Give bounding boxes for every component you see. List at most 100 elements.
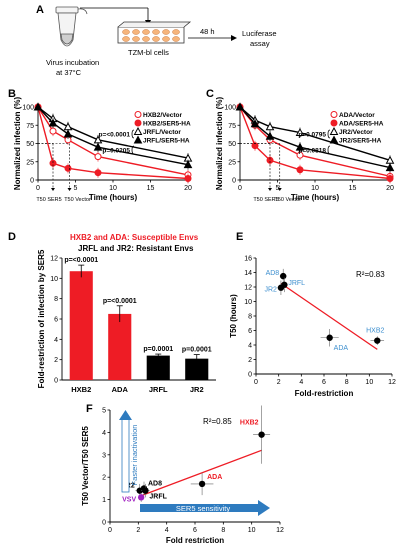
panel-b-y-tick-label: 25 <box>26 159 34 166</box>
panel-b-point <box>93 142 103 151</box>
panel-c-legend-point <box>329 135 339 144</box>
panel-e-y-tick-label: 12 <box>244 285 252 292</box>
panel-c-y-axis-label: Normalized infection (%) <box>215 96 224 190</box>
panel-b-t50-ser5-label: T50 SER5 <box>36 197 61 203</box>
panel-c-x-tick-label: 20 <box>386 185 394 192</box>
panel-c-point <box>265 131 275 140</box>
panel-c-t50-arrow <box>277 188 282 191</box>
panel-a-cells-label: TZM-bl cells <box>128 48 169 57</box>
panel-c-x-tick-label: 0 <box>238 185 242 192</box>
panel-c-legend-label: JR2/Vector <box>339 129 373 136</box>
panel-e-y-tick-label: 6 <box>248 328 252 335</box>
panel-f-vertical-arrow-head <box>119 410 132 420</box>
panel-c-pvalue-bracket <box>327 129 331 139</box>
panel-f-y-tick-label: 5 <box>102 408 106 415</box>
panel-b-y-tick-label: 75 <box>26 123 34 130</box>
panel-b-legend-point <box>134 119 142 127</box>
panel-c-x-tick-label: 15 <box>349 185 357 192</box>
panel-f-horizontal-arrow-head <box>258 500 270 516</box>
panel-b-point <box>33 102 43 111</box>
panel-c-t50-ser5-label: T50 SER5 <box>253 197 278 203</box>
panel-b-y-tick-label: 50 <box>26 141 34 148</box>
panel-e-y-tick-label: 2 <box>248 357 252 364</box>
panel-c-legend-label: ADA/Vector <box>339 112 375 119</box>
panel-b-legend-label: HXB2/Vector <box>143 112 182 119</box>
panel-d-y-tick-label: 4 <box>54 337 58 344</box>
panel-d-pvalue-label: p=0.0001 <box>143 346 173 353</box>
panel-e-point-label: HXB2 <box>366 328 384 335</box>
panel-f-point <box>136 487 143 494</box>
panel-c-t50-arrow <box>268 188 272 191</box>
panel-e-x-tick-label: 2 <box>277 379 281 386</box>
panel-f-horizontal-arrow-body <box>140 504 260 512</box>
panel-f-y-tick-label: 2 <box>102 475 106 482</box>
panel-e-y-tick-label: 8 <box>248 314 252 321</box>
panel-f-y-axis-label: T50 Vector/T50 SER5 <box>81 426 90 506</box>
panel-c-y-tick-label: 100 <box>224 105 236 112</box>
panel-e-y-tick-label: 14 <box>244 270 252 277</box>
panel-c-chart: 0 5 10 15 20 0 25 50 75 100 Time (hours) Normalized… <box>215 96 395 203</box>
panel-f-vertical-arrow-body <box>121 417 130 493</box>
panel-f-point-label: JRFL <box>149 494 167 501</box>
panel-d-pvalue-label: p=0.0001 <box>182 347 212 354</box>
panel-c-point <box>295 142 305 151</box>
panel-c-x-axis-label: Time (hours) <box>291 193 340 202</box>
panel-f-point <box>137 494 145 501</box>
panel-e-x-tick-label: 8 <box>345 379 349 386</box>
panel-f-x-tick-label: 10 <box>248 527 256 534</box>
panel-c-y-tick-label: 0 <box>232 178 236 185</box>
panel-letter-e: E <box>236 231 243 243</box>
panel-f-point-label: AD8 <box>148 480 162 487</box>
panel-f-x-tick-label: 4 <box>165 527 169 534</box>
panel-b-pvalue: p=<0.0001 <box>99 132 131 139</box>
panel-a-caption-2: at 37°C <box>56 68 82 77</box>
panel-f-point <box>142 487 149 494</box>
panel-b-x-tick-label: 10 <box>109 185 117 192</box>
panel-d-bar <box>185 358 209 380</box>
panel-b-t50-arrow <box>67 188 72 191</box>
panel-f-point-label: HXB2 <box>240 420 259 427</box>
panel-b-pvalue: p=0.0205 <box>102 148 130 155</box>
panel-d-pvalue-label: p=<0.0001 <box>103 298 137 305</box>
panel-c-pvalue: p=0.0795 <box>298 132 326 139</box>
panel-c-pvalue: p=0.0818 <box>298 148 326 155</box>
tube-icon <box>55 6 88 47</box>
panel-c-point <box>235 102 245 111</box>
panel-d-category-label: JR2 <box>190 385 204 394</box>
panel-d-bar <box>108 313 132 380</box>
panel-f-x-axis-label: Fold restriction <box>166 536 224 545</box>
panel-a: A Virus incubation at 37°C TZM-bl <box>36 4 277 77</box>
panel-c-y-tick-label: 50 <box>228 141 236 148</box>
panel-d-title-2: JRFL and JR2: Resistant Envs <box>78 244 194 253</box>
panel-b-point <box>94 153 102 161</box>
panel-e-x-tick-label: 6 <box>322 379 326 386</box>
panel-f-y-tick-label: 1 <box>102 497 106 504</box>
panel-e-x-tick-label: 10 <box>365 379 373 386</box>
panel-e-point-label: JR2 <box>264 287 277 294</box>
panel-a-caption-1: Virus incubation <box>46 58 99 67</box>
panel-c-legend-label: JR2/SER5-HA <box>339 138 382 145</box>
panel-f-x-tick-label: 8 <box>221 527 225 534</box>
panel-c-point <box>266 156 274 164</box>
panel-b-point <box>94 169 102 177</box>
panel-e-r2-label: R²=0.83 <box>356 270 385 279</box>
panel-letter-b: B <box>8 88 16 100</box>
panel-c-legend-label: ADA/SER5-HA <box>339 121 384 128</box>
panel-a-letter: A <box>36 4 44 16</box>
panel-letter-f: F <box>86 403 93 415</box>
panel-f-point-label: VSV <box>122 496 136 503</box>
panel-f-fit-line <box>139 449 262 497</box>
panel-c-point <box>386 175 394 183</box>
panel-e-y-tick-label: 0 <box>248 372 252 379</box>
panel-b-point <box>64 164 72 172</box>
panel-f-x-tick-label: 12 <box>276 527 284 534</box>
panel-c-y-tick-label: 75 <box>228 123 236 130</box>
panel-b-point <box>63 129 73 138</box>
panel-c-point <box>295 127 305 137</box>
panel-b-point <box>184 175 192 183</box>
panel-d-y-axis-label: Fold-restriction of infection by SER5 <box>37 249 46 388</box>
panel-a-assay-1: Luciferase <box>242 29 277 38</box>
panel-b-t50-vector-label: T50 Vector <box>64 197 91 203</box>
panel-b-legend-label: HXB2/SER5-HA <box>143 121 191 128</box>
